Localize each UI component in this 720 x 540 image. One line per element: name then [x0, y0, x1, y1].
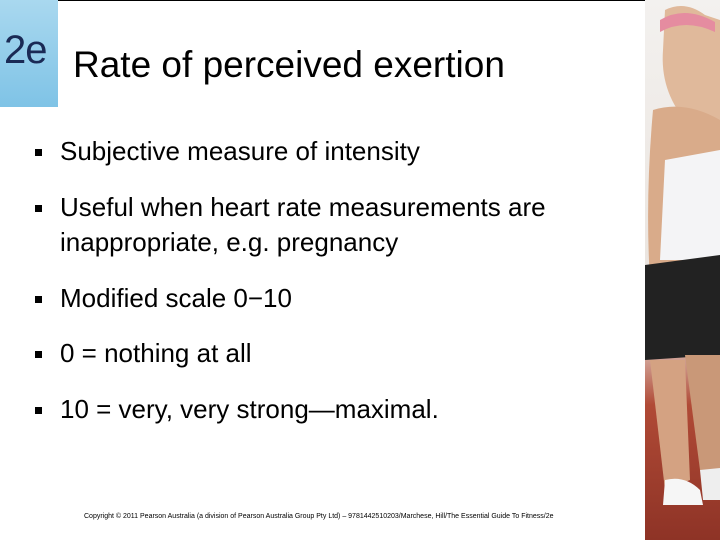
bullet-text: Useful when heart rate measurements are …	[60, 192, 546, 257]
bullet-marker	[35, 296, 42, 303]
slide-title: Rate of perceived exertion	[73, 44, 505, 85]
edition-badge: 2e	[0, 0, 58, 107]
bullet-item: 0 = nothing at all	[35, 336, 635, 371]
bullet-item: 10 = very, very strong—maximal.	[35, 392, 635, 427]
top-rule	[58, 0, 646, 1]
badge-text: 2e	[4, 28, 47, 72]
bullet-item: Subjective measure of intensity	[35, 134, 635, 169]
bullet-item: Useful when heart rate measurements are …	[35, 190, 635, 260]
bullet-marker	[35, 351, 42, 358]
bullet-text: Subjective measure of intensity	[60, 136, 420, 166]
bullet-marker	[35, 205, 42, 212]
bullet-marker	[35, 407, 42, 414]
bullet-item: Modified scale 0−10	[35, 281, 635, 316]
photo	[645, 0, 720, 540]
bullet-text: 10 = very, very strong—maximal.	[60, 394, 439, 424]
bullet-text: Modified scale 0−10	[60, 283, 292, 313]
bullet-text: 0 = nothing at all	[60, 338, 252, 368]
bullet-marker	[35, 149, 42, 156]
copyright: Copyright © 2011 Pearson Australia (a di…	[84, 513, 554, 520]
